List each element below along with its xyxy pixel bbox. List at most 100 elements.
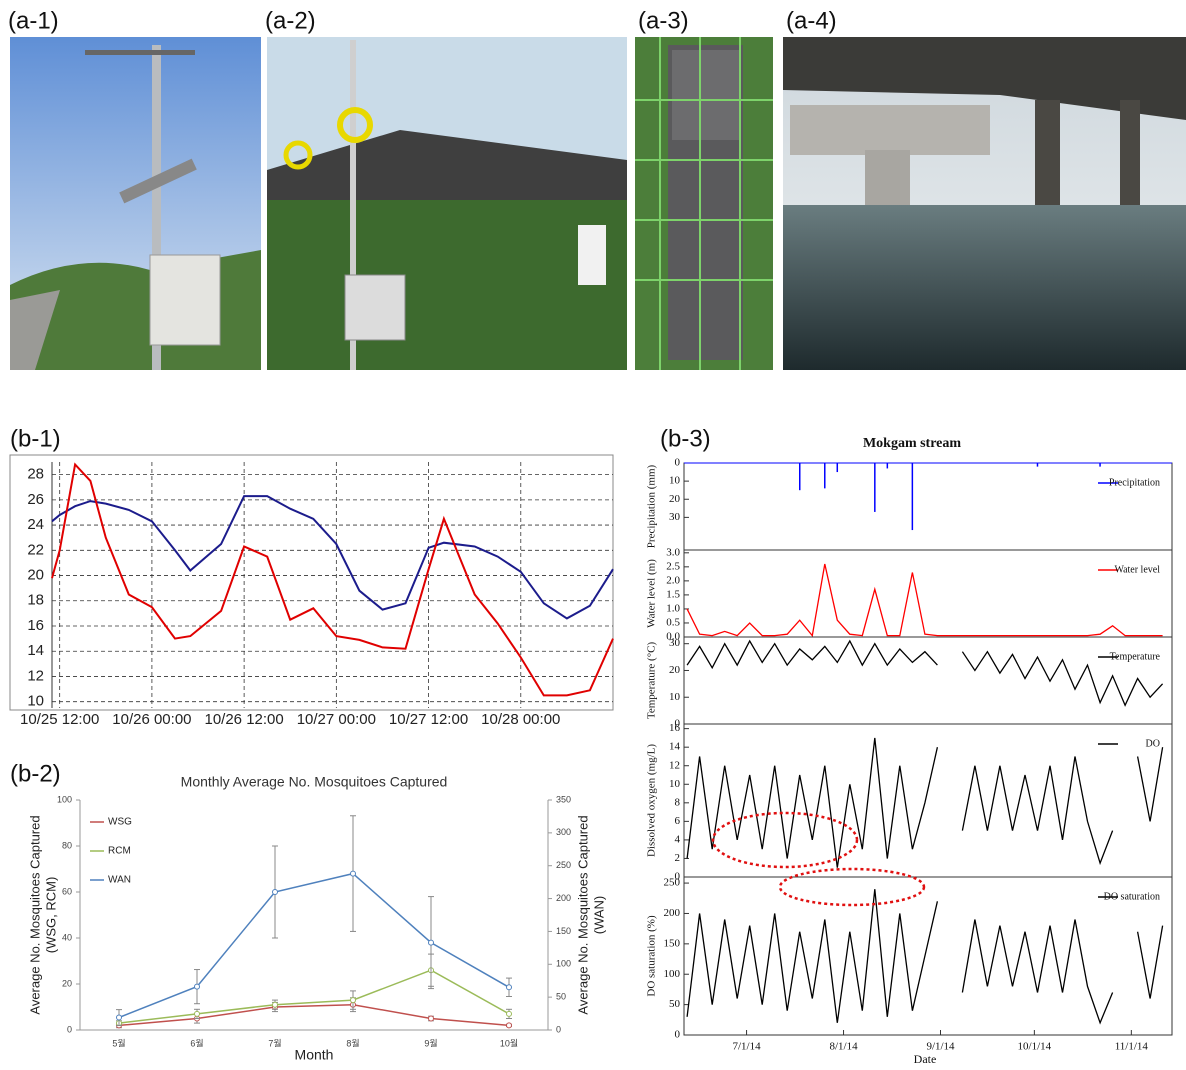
y-tick-label: 28 <box>27 466 44 483</box>
panel-frame <box>684 463 1172 550</box>
y-tick-label: 18 <box>27 592 44 609</box>
x-tick-label: 10/1/14 <box>1018 1041 1052 1053</box>
x-tick-label: 10월 <box>500 1037 518 1048</box>
panel-label: (a-3) <box>638 7 689 34</box>
y2-tick-label: 350 <box>556 794 571 804</box>
panel-label: (a-2) <box>265 7 316 34</box>
series-line <box>687 889 1163 1023</box>
panel-label: (a-4) <box>786 7 837 34</box>
y2-tick-label: 250 <box>556 860 571 870</box>
x-tick-label: 10/27 12:00 <box>389 711 468 728</box>
y-tick-label: 8 <box>675 796 681 808</box>
marker <box>507 1011 512 1016</box>
y-tick-label: 200 <box>664 907 681 919</box>
y2-tick-label: 150 <box>556 926 571 936</box>
y-axis-label: Water level (m) <box>646 559 658 628</box>
y-tick-label: 16 <box>27 617 44 634</box>
photo-field-sensors <box>267 37 627 370</box>
series-line <box>119 1005 509 1026</box>
x-tick-label: 9월 <box>424 1037 437 1048</box>
series-line <box>687 738 1163 868</box>
marker <box>195 1011 200 1016</box>
marker <box>273 1002 278 1007</box>
y2-tick-label: 200 <box>556 893 571 903</box>
marker <box>351 998 356 1003</box>
y-tick-label: 100 <box>664 968 681 980</box>
y-tick-label: 0 <box>67 1024 72 1034</box>
y-tick-label: 24 <box>27 516 44 533</box>
series-line <box>687 641 1163 705</box>
marker <box>507 985 512 990</box>
marker <box>351 871 356 876</box>
y-axis-label: Average No. Mosquitoes Captured <box>27 815 42 1014</box>
panel-frame <box>684 724 1172 877</box>
y-tick-label: 6 <box>675 815 681 827</box>
marker <box>273 890 278 895</box>
y-tick-label: 12 <box>27 667 44 684</box>
y-tick-label: 40 <box>62 932 72 942</box>
x-tick-label: 10/28 00:00 <box>481 711 560 728</box>
y-tick-label: 20 <box>669 493 681 505</box>
y-tick-label: 20 <box>27 567 44 584</box>
x-tick-label: 8/1/14 <box>829 1041 858 1053</box>
y-tick-label: 2.5 <box>666 560 680 572</box>
y-tick-label: 10 <box>669 691 681 703</box>
y-tick-label: 12 <box>669 759 680 771</box>
x-tick-label: 9/1/14 <box>926 1041 955 1053</box>
legend-label: DO saturation <box>1104 891 1160 902</box>
y-tick-label: 10 <box>669 475 681 487</box>
y-tick-label: 1.0 <box>666 602 680 614</box>
y-tick-label: 150 <box>664 937 681 949</box>
y-tick-label: 20 <box>62 978 72 988</box>
y-tick-label: 250 <box>664 877 681 889</box>
x-tick-label: 7월 <box>268 1037 281 1048</box>
panel-label: (b-2) <box>10 760 61 787</box>
x-tick-label: 10/26 12:00 <box>204 711 283 728</box>
chart-title: Monthly Average No. Mosquitoes Captured <box>181 774 448 790</box>
panel-frame <box>684 637 1172 724</box>
y-tick-label: 22 <box>27 541 44 558</box>
legend-label: Precipitation <box>1109 477 1160 488</box>
y-tick-label: 0.5 <box>666 616 680 628</box>
plot-frame <box>10 455 613 710</box>
y-tick-label: 3.0 <box>666 546 680 558</box>
x-tick-label: 6월 <box>190 1037 203 1048</box>
panel-frame <box>684 877 1172 1035</box>
y-tick-label: 2.0 <box>666 574 680 586</box>
y-axis-label: Temperature (°C) <box>646 642 658 720</box>
y-tick-label: 30 <box>669 637 681 649</box>
y-tick-label: 16 <box>669 722 681 734</box>
y-tick-label: 2 <box>675 852 681 864</box>
x-axis-label: Date <box>914 1052 937 1065</box>
y-tick-label: 0 <box>675 457 681 469</box>
x-tick-label: 10/26 00:00 <box>112 711 191 728</box>
y-axis-label: (WSG, RCM) <box>43 877 58 954</box>
x-tick-label: 10/25 12:00 <box>20 711 99 728</box>
y2-axis-label: Average No. Mosquitoes Captured <box>575 815 590 1014</box>
x-tick-label: 7/1/14 <box>733 1041 762 1053</box>
photo-mosquito-trap <box>635 37 773 370</box>
y-tick-label: 100 <box>57 794 72 804</box>
figure: (a-1) (a-2) (a-3) (a-4) (b-1) (b-2) (b-3… <box>0 0 1186 1065</box>
panel-label: (b-3) <box>660 425 711 452</box>
y-axis-label: Dissolved oxygen (mg/L) <box>646 744 658 857</box>
legend-label: DO <box>1146 738 1160 749</box>
y-tick-label: 10 <box>27 693 44 710</box>
y-tick-label: 30 <box>669 511 681 523</box>
highlight-ellipse <box>780 869 924 905</box>
y-tick-label: 80 <box>62 840 72 850</box>
chart-b2: Monthly Average No. Mosquitoes Captured 0… <box>27 774 606 1063</box>
x-tick-label: 10/27 00:00 <box>297 711 376 728</box>
y-axis-label: Precipitation (mm) <box>646 464 658 548</box>
x-tick-label: 5월 <box>112 1037 125 1048</box>
x-tick-label: 11/1/14 <box>1115 1041 1149 1053</box>
marker <box>117 1015 122 1020</box>
x-axis-label: Month <box>295 1047 334 1063</box>
legend-label: RCM <box>108 846 131 857</box>
y-tick-label: 1.5 <box>666 588 680 600</box>
panel-label: (b-1) <box>10 425 61 452</box>
y-tick-label: 20 <box>669 664 681 676</box>
marker <box>429 1016 434 1021</box>
y-tick-label: 0 <box>675 1029 681 1041</box>
